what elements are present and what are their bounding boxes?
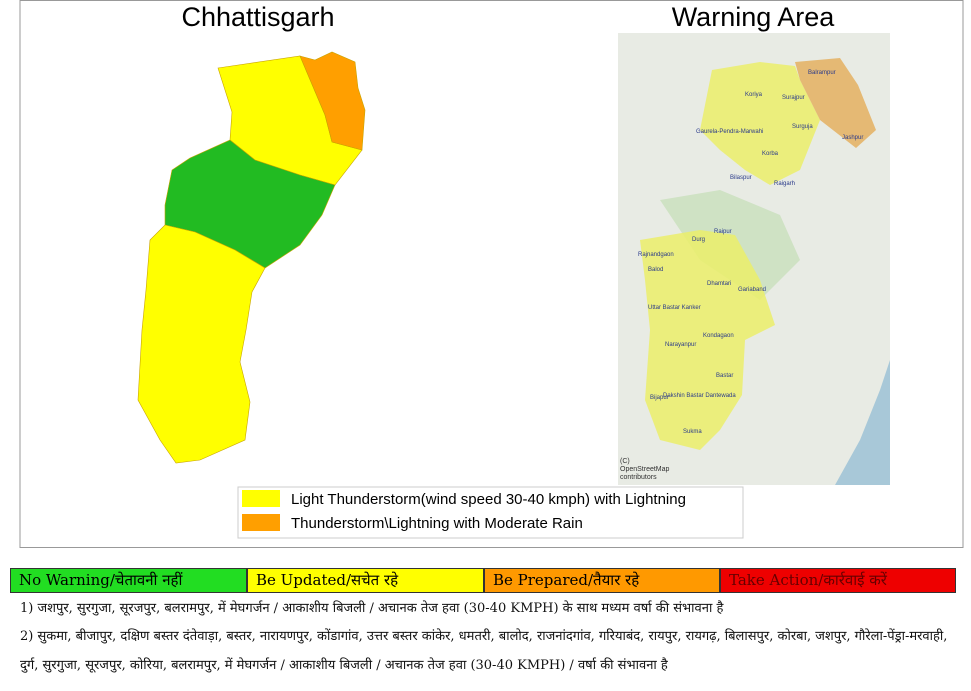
place-label: Korba — [762, 151, 779, 157]
right-title: Warning Area — [672, 2, 836, 32]
note: 1) जशपुर, सुरगुजा, सूरजपुर, बलरामपुर, मे… — [20, 601, 724, 616]
legend-swatch — [242, 514, 280, 531]
level-be-prepared: Be Prepared/तैयार रहे — [484, 568, 720, 593]
place-label: Jashpur — [842, 135, 863, 141]
frame — [19, 0, 964, 548]
place-label: Gariaband — [738, 287, 766, 293]
place-label: Raigarh — [774, 181, 795, 187]
left-title: Chhattisgarh — [181, 2, 334, 32]
attribution: OpenStreetMap — [620, 466, 670, 473]
level-be-updated: Be Updated/सचेत रहे — [247, 568, 484, 593]
place-label: Rajnandgaon — [638, 252, 674, 258]
state-map — [137, 51, 366, 464]
place-label: Kondagaon — [703, 333, 734, 339]
place-label: Narayanpur — [665, 342, 696, 348]
note: दुर्ग, सुरगुजा, सूरजपुर, कोरिया, बलरामपु… — [20, 658, 668, 673]
level-no-warning: No Warning/चेतावनी नहीं — [10, 568, 247, 593]
attribution: (C) — [620, 458, 630, 465]
place-label: Balod — [648, 267, 663, 273]
warning-area-south — [640, 230, 775, 450]
warning-area-north — [700, 62, 820, 185]
place-label: Dakshin Bastar Dantewada — [663, 393, 736, 399]
place-label: Sukma — [683, 429, 702, 435]
place-label: Bastar — [716, 373, 733, 379]
note: 2) सुकमा, बीजापुर, दक्षिण बस्तर दंतेवाड़… — [20, 629, 948, 644]
place-label: Surajpur — [782, 95, 805, 101]
level-take-action: Take Action/कार्रवाई करें — [720, 568, 956, 593]
place-label: Uttar Bastar Kanker — [648, 305, 701, 311]
place-label: Koriya — [745, 92, 763, 98]
place-label: Bilaspur — [730, 175, 752, 181]
south-zone — [137, 224, 266, 464]
warning-area-northeast — [795, 58, 876, 148]
legend-label: Thunderstorm\Lightning with Moderate Rai… — [291, 515, 583, 532]
place-label: Raipur — [714, 229, 732, 235]
place-label: Balrampur — [808, 70, 836, 76]
place-label: Surguja — [792, 124, 813, 130]
place-label: Bijapur — [650, 395, 669, 401]
legend-swatch — [242, 490, 280, 507]
northeast-zone — [299, 51, 366, 151]
sea — [835, 360, 890, 485]
legend-box — [237, 486, 744, 539]
place-label: Dhamtari — [707, 281, 731, 287]
place-label: Gaurela-Pendra-Marwahi — [696, 129, 763, 135]
legend-label: Light Thunderstorm(wind speed 30-40 kmph… — [291, 491, 686, 508]
attribution: contributors — [620, 474, 657, 481]
place-label: Durg — [692, 237, 705, 243]
